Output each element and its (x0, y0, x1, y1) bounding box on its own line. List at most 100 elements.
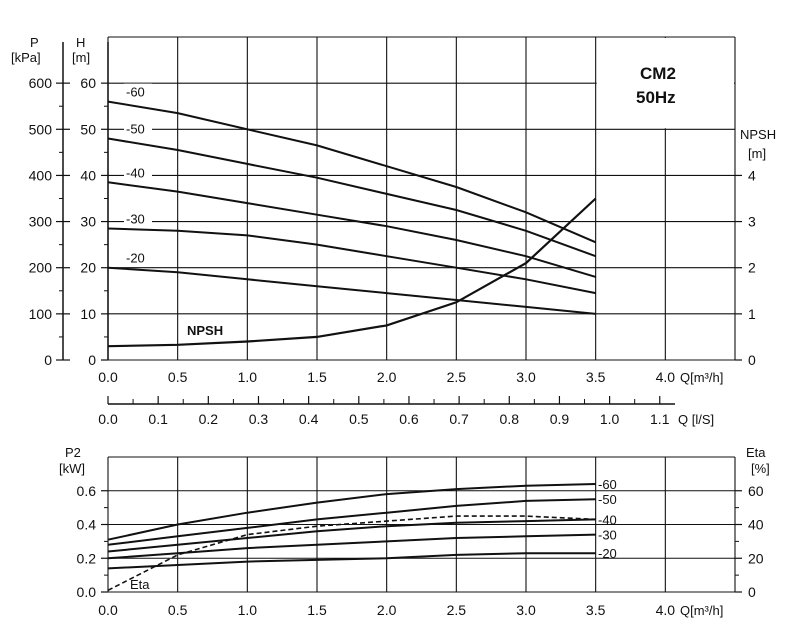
npsh-tick-label: 2 (748, 260, 756, 276)
pressure-tick-label: 400 (29, 167, 53, 183)
power-tick-label: 0.6 (77, 483, 97, 499)
bottom-x-tick-label: 3.5 (586, 602, 606, 618)
pressure-tick-label: 600 (29, 75, 53, 91)
secondary-x-tick-label: 0.5 (349, 411, 369, 427)
head-curve-label: -40 (126, 165, 145, 180)
head-curve-label: -60 (126, 85, 145, 100)
curve-label-bg (124, 83, 152, 99)
secondary-x-tick-label: 1.0 (600, 411, 620, 427)
head-curve-label: -50 (126, 122, 145, 137)
npsh-axis-unit: [m] (748, 146, 766, 161)
power-curve-1 (107, 483, 596, 541)
secondary-x-tick-label: 0.8 (500, 411, 520, 427)
power-curve-2 (107, 498, 596, 546)
bottom-x-tick-label: 2.0 (377, 602, 397, 618)
top-x-tick-label: 2.0 (377, 369, 397, 385)
power-curve-4 (107, 533, 596, 560)
power-curve-label: -60 (598, 477, 617, 492)
power-axis-unit: [kW] (59, 461, 85, 476)
top-x-tick-label: 1.5 (307, 369, 327, 385)
bottom-x-tick-label: 2.5 (447, 602, 467, 618)
bottom-x-tick-label: 1.0 (238, 602, 258, 618)
power-curve-label: -20 (598, 546, 617, 561)
curve-label-bg (124, 120, 152, 136)
npsh-axis-title: NPSH (740, 127, 776, 142)
secondary-x-tick-label: 0.4 (299, 411, 319, 427)
head-curve-3 (107, 181, 596, 278)
eta-tick-label: 60 (748, 483, 764, 499)
eta-tick-label: 20 (748, 550, 764, 566)
power-curve-label: -50 (598, 492, 617, 507)
bottom-x-tick-label: 0.5 (168, 602, 188, 618)
eta-axis-unit: [%] (751, 461, 770, 476)
secondary-x-tick-label: 0.6 (399, 411, 419, 427)
power-tick-label: 0.4 (77, 517, 97, 533)
x-axis-title-top: Q[m³/h] (680, 370, 723, 385)
secondary-x-tick-label: 0.3 (249, 411, 269, 427)
head-tick-label: 60 (80, 75, 96, 91)
secondary-x-tick-label: 1.1 (650, 411, 670, 427)
npsh-tick-label: 0 (748, 352, 756, 368)
head-axis-unit: [m] (72, 50, 90, 65)
head-tick-label: 30 (80, 214, 96, 230)
head-curve-4 (107, 227, 596, 295)
npsh-curve-label: NPSH (187, 323, 223, 338)
head-tick-label: 40 (80, 167, 96, 183)
eta-curve (107, 515, 596, 592)
head-tick-label: 50 (80, 121, 96, 137)
head-curve-6 (107, 197, 597, 348)
pressure-tick-label: 200 (29, 260, 53, 276)
power-curve-label: -30 (598, 528, 617, 543)
bottom-x-tick-label: 3.0 (516, 602, 536, 618)
npsh-tick-label: 1 (748, 306, 756, 322)
pressure-tick-label: 100 (29, 306, 53, 322)
power-curve-3 (107, 518, 596, 553)
power-curve-5 (107, 552, 596, 570)
top-x-tick-label: 0.0 (98, 369, 118, 385)
power-tick-label: 0.0 (77, 584, 97, 600)
power-axis-title: P2 (65, 445, 81, 460)
top-x-tick-label: 4.0 (656, 369, 676, 385)
chart-subtitle: 50Hz (636, 88, 676, 107)
power-curve-label: -40 (598, 512, 617, 527)
npsh-tick-label: 4 (748, 167, 756, 183)
top-x-tick-label: 2.5 (447, 369, 467, 385)
secondary-x-tick-label: 0.9 (550, 411, 570, 427)
pressure-tick-label: 300 (29, 214, 53, 230)
top-x-tick-label: 0.5 (168, 369, 188, 385)
pressure-axis-title: P (30, 35, 39, 50)
head-curve-2 (107, 137, 597, 258)
head-curve-label: -30 (126, 211, 145, 226)
secondary-x-tick-label: 0.7 (449, 411, 469, 427)
eta-tick-label: 40 (748, 517, 764, 533)
curve-label-bg (124, 164, 152, 180)
eta-curve-label: Eta (130, 577, 150, 592)
top-x-tick-label: 1.0 (238, 369, 258, 385)
top-x-tick-label: 3.5 (586, 369, 606, 385)
head-axis-title: H (76, 35, 85, 50)
head-tick-label: 20 (80, 260, 96, 276)
eta-axis-title: Eta (746, 445, 766, 460)
curve-label-bg (124, 210, 152, 226)
pressure-axis-unit: [kPa] (11, 50, 41, 65)
bottom-x-tick-label: 4.0 (656, 602, 676, 618)
chart-title: CM2 (640, 64, 676, 83)
secondary-x-tick-label: 0.0 (98, 411, 118, 427)
pressure-tick-label: 500 (29, 121, 53, 137)
head-curve-5 (107, 266, 596, 315)
bottom-x-tick-label: 0.0 (98, 602, 118, 618)
secondary-x-axis-title: Q [l/S] (678, 412, 714, 427)
eta-tick-label: 0 (748, 584, 756, 600)
title-box (596, 38, 734, 129)
secondary-x-tick-label: 0.2 (199, 411, 219, 427)
power-tick-label: 0.2 (77, 550, 97, 566)
secondary-x-tick-label: 0.1 (148, 411, 168, 427)
head-curve-label: -20 (126, 251, 145, 266)
head-tick-label: 10 (80, 306, 96, 322)
top-x-tick-label: 3.0 (516, 369, 536, 385)
curve-label-bg (124, 249, 152, 265)
npsh-tick-label: 3 (748, 214, 756, 230)
head-tick-label: 0 (88, 352, 96, 368)
